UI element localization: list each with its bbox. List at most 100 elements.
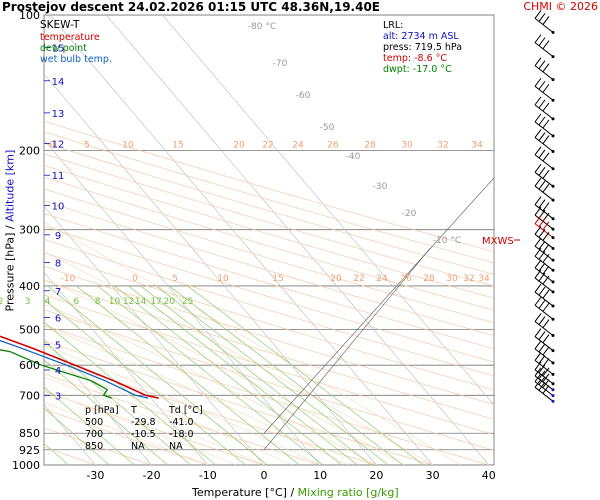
wind-barb — [534, 96, 555, 121]
mixing-ratio-line — [44, 321, 216, 465]
mixing-ratio-label: 25 — [182, 297, 193, 307]
wind-barb — [534, 226, 555, 250]
legend-title: SKEW-T — [40, 19, 80, 31]
x-tick-label: -30 — [86, 469, 104, 482]
wind-barb — [534, 378, 555, 403]
mixing-ratio-line — [44, 298, 246, 465]
table-cell: -29.8 — [131, 417, 156, 428]
y-tick-label: 600 — [19, 359, 40, 372]
series-line-dew-point — [0, 349, 112, 399]
theta-label: 28 — [423, 274, 435, 284]
lrl-guide-line — [263, 177, 494, 434]
dry-adiabat-line — [44, 427, 152, 465]
altitude-tick-label: 9 — [55, 231, 61, 242]
isotherm-label: -70 — [273, 59, 288, 69]
legend-item-wet-bulb: wet bulb temp. — [40, 54, 112, 65]
y-tick-label: 925 — [19, 444, 40, 457]
theta-label: 32 — [437, 140, 448, 150]
dry-adiabat-line — [44, 142, 494, 275]
table-row: 850 NA NA — [85, 441, 209, 453]
lrl-press: press: 719.5 hPa — [383, 42, 463, 53]
mixing-ratio-line — [44, 407, 110, 465]
theta-label: 0 — [132, 274, 138, 284]
table-cell: 850 — [85, 441, 104, 452]
y-axis-label-p: Pressure [hPa] — [3, 232, 17, 312]
theta-label: -10 — [61, 274, 76, 284]
altitude-tick-label: 14 — [52, 77, 65, 88]
wind-barb — [534, 269, 555, 294]
theta-label: 15 — [172, 140, 183, 150]
dry-adiabat-line — [44, 390, 265, 465]
y-tick-label: 700 — [19, 389, 40, 402]
isotherm-line — [44, 271, 209, 465]
altitude-tick-label: 5 — [55, 341, 61, 352]
lrl-title: LRL: — [383, 20, 404, 31]
theta-label: 5 — [172, 274, 178, 284]
mixing-ratio-line — [44, 386, 135, 465]
x-axis-label-sep: / — [286, 486, 298, 499]
mixing-ratio-label: 4 — [45, 297, 51, 307]
lrl-dwpt: dwpt: -17.0 °C — [383, 64, 452, 75]
theta-label: 30 — [446, 274, 458, 284]
dry-adiabat-line — [44, 408, 208, 465]
legend-item-temperature: temperature — [40, 32, 100, 43]
altitude-tick-label: 7 — [55, 287, 61, 298]
series-line-temperature — [0, 335, 159, 399]
moist-adiabat-line — [44, 361, 293, 465]
wind-barb — [534, 247, 555, 272]
wind-barbs — [534, 10, 555, 403]
mixing-ratio-line — [44, 359, 168, 465]
isotherm-label: -60 — [296, 91, 311, 101]
mixing-ratio-line — [76, 285, 300, 465]
moist-adiabat-line — [44, 390, 237, 465]
series-line-wet-bulb-temp- — [0, 339, 149, 399]
theta-label: 24 — [292, 140, 304, 150]
lrl-temp: temp: -8.6 °C — [383, 53, 448, 64]
y-tick-label: 850 — [19, 427, 40, 440]
theta-label: 32 — [463, 274, 474, 284]
series-lines — [0, 335, 159, 399]
y-axis-label-sep: / — [3, 221, 17, 233]
table-row: 500 -29.8 -41.0 — [85, 417, 209, 429]
y-tick-label: 300 — [19, 224, 40, 237]
theta-label: 20 — [233, 140, 245, 150]
table-cell: -41.0 — [169, 417, 194, 428]
mixing-ratio-label: 10 — [109, 297, 121, 307]
lrl-info-box: LRL: alt: 2734 m ASL press: 719.5 hPa te… — [383, 20, 493, 75]
moist-adiabat-line — [44, 303, 377, 465]
y-tick-label: 200 — [19, 144, 40, 157]
dry-adiabat-line — [44, 324, 489, 465]
tick-labels: 0.20.40.611.4234681012141720250510152022… — [0, 9, 520, 482]
moist-adiabat-line — [44, 376, 265, 465]
mixing-ratio-label: 6 — [73, 297, 79, 307]
isotherm-label: -40 — [346, 152, 361, 162]
dry-adiabat-line — [44, 238, 494, 377]
wind-barb — [534, 10, 555, 34]
x-tick-label: 40 — [482, 469, 496, 482]
y-tick-label: 500 — [19, 324, 40, 337]
lrl-alt: alt: 2734 m ASL — [383, 31, 459, 42]
dry-adiabat-line — [44, 213, 494, 350]
dry-adiabat-line — [44, 188, 494, 324]
y-tick-label: 100 — [19, 9, 40, 22]
mixing-ratio-label: 12 — [123, 297, 134, 307]
copyright: CHMI © 2026 — [523, 0, 598, 13]
dry-adiabat-line — [44, 280, 494, 420]
table-cell: NA — [131, 441, 145, 452]
isotherm-line — [44, 337, 152, 465]
isotherm-label: -50 — [320, 123, 335, 133]
x-axis-label: Temperature [°C] / Mixing ratio [g/kg] — [192, 486, 399, 499]
altitude-tick-label: 3 — [55, 391, 61, 402]
wind-barb — [534, 367, 555, 392]
dry-adiabat-line — [44, 164, 494, 299]
mixing-ratio-line — [114, 285, 343, 465]
mixing-ratio-line — [169, 285, 404, 465]
wind-barb — [534, 146, 555, 171]
dry-adiabat-line — [44, 225, 494, 363]
wind-barb — [534, 373, 555, 398]
theta-label: 26 — [327, 140, 339, 150]
moist-adiabat-line — [44, 402, 208, 465]
moist-adiabat-line — [44, 325, 349, 465]
x-axis-label-mix: Mixing ratio [g/kg] — [297, 486, 399, 499]
x-tick-label: -10 — [199, 469, 217, 482]
